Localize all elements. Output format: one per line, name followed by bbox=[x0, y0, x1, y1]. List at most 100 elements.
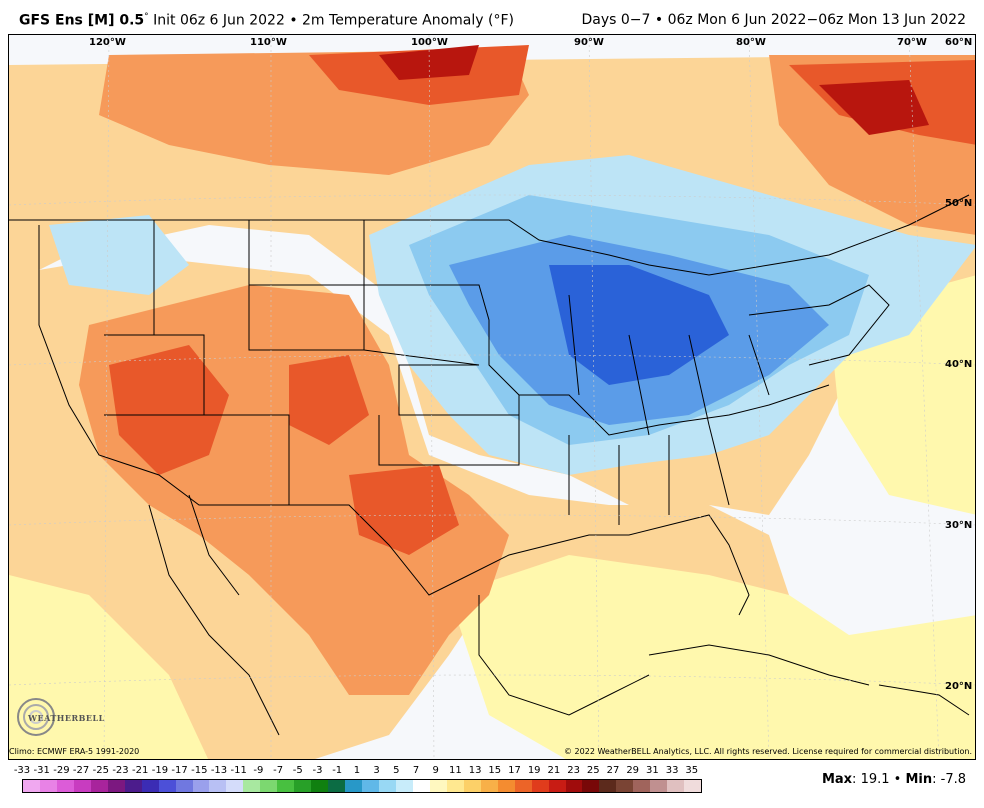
legend-label: 21 bbox=[547, 765, 561, 776]
model-name: GFS Ens [M] 0.5 bbox=[19, 12, 145, 29]
legend-swatch bbox=[684, 780, 702, 792]
legend-swatch bbox=[226, 780, 244, 792]
lon-label-110w: 110°W bbox=[250, 37, 287, 48]
legend-label: 35 bbox=[685, 765, 699, 776]
lat-label-30n: 30°N bbox=[945, 520, 973, 531]
legend-swatch bbox=[277, 780, 295, 792]
legend-label: -31 bbox=[33, 765, 50, 776]
max-value: 19.1 bbox=[860, 772, 890, 787]
legend-labels: -33 -31 -29 -27 -25 -23 -21 -19 -17 -15 -13 -11 -9 -7… bbox=[14, 765, 714, 777]
legend-label: 9 bbox=[432, 765, 439, 776]
legend-label: -9 bbox=[253, 765, 264, 776]
valid-period: Days 0−7 • 06z Mon 6 Jun 2022−06z Mon 13… bbox=[581, 12, 966, 28]
max-min-readout: Max: 19.1 • Min: -7.8 bbox=[821, 772, 966, 787]
legend-swatch bbox=[429, 780, 447, 792]
legend-swatch bbox=[192, 780, 210, 792]
warm-strong-quebec bbox=[819, 80, 929, 135]
max-label: Max bbox=[821, 772, 853, 787]
legend-label: -7 bbox=[273, 765, 284, 776]
legend-swatch bbox=[582, 780, 600, 792]
legend-swatch bbox=[124, 780, 142, 792]
legend-label: -33 bbox=[13, 765, 31, 776]
legend-swatch bbox=[565, 780, 583, 792]
logo-text: WEATHERBELL bbox=[28, 713, 105, 723]
lat-label-20n: 20°N bbox=[945, 681, 973, 692]
legend-swatch bbox=[175, 780, 193, 792]
legend-swatch bbox=[395, 780, 413, 792]
warm-strong-prairies bbox=[379, 45, 479, 80]
legend-swatch bbox=[23, 780, 40, 792]
legend-label: 7 bbox=[412, 765, 420, 776]
weatherbell-logo: WEATHERBELL bbox=[10, 695, 104, 739]
lon-label-90w: 90°W bbox=[574, 37, 604, 48]
legend-swatch bbox=[73, 780, 91, 792]
legend-label: -13 bbox=[210, 765, 228, 776]
legend-swatch bbox=[480, 780, 498, 792]
legend-colorbar bbox=[22, 779, 702, 793]
lon-label-80w: 80°W bbox=[736, 37, 766, 48]
legend-label: 19 bbox=[527, 765, 541, 776]
legend-label: -19 bbox=[151, 765, 169, 776]
legend-swatch bbox=[412, 780, 430, 792]
legend-swatch bbox=[633, 780, 651, 792]
legend-label: 27 bbox=[606, 765, 620, 776]
legend-swatch bbox=[362, 780, 380, 792]
legend-label: -25 bbox=[92, 765, 109, 776]
legend-swatch bbox=[141, 780, 159, 792]
legend-swatch bbox=[90, 780, 108, 792]
legend-swatch bbox=[107, 780, 125, 792]
lon-label-120w: 120°W bbox=[89, 37, 126, 48]
legend-swatch bbox=[379, 780, 396, 792]
legend-label: 15 bbox=[488, 765, 502, 776]
lon-label-70w: 70°W bbox=[897, 37, 927, 48]
legend-label: -29 bbox=[53, 765, 70, 776]
cool-strong-great-lakes bbox=[549, 265, 729, 385]
legend-swatch bbox=[446, 780, 464, 792]
min-value: -7.8 bbox=[940, 772, 966, 787]
legend-swatch bbox=[209, 780, 227, 792]
legend-swatch bbox=[616, 780, 634, 792]
legend-label: 23 bbox=[567, 765, 580, 776]
legend-label: -5 bbox=[292, 765, 303, 776]
legend-label: 1 bbox=[353, 765, 361, 776]
neutral-yellow-pacific bbox=[9, 575, 209, 759]
legend-label: -1 bbox=[332, 765, 343, 776]
legend-label: 33 bbox=[665, 765, 679, 776]
legend-swatch bbox=[650, 780, 668, 792]
legend-swatch bbox=[294, 780, 312, 792]
legend-label: 11 bbox=[449, 765, 462, 776]
lon-label-100w: 100°W bbox=[411, 37, 448, 48]
legend-label: 31 bbox=[646, 765, 659, 776]
legend-label: 29 bbox=[626, 765, 640, 776]
legend-label: 13 bbox=[468, 765, 482, 776]
lat-label-40n: 40°N bbox=[945, 359, 973, 370]
lat-label-60n: 60°N bbox=[945, 37, 973, 48]
legend-label: 25 bbox=[586, 765, 600, 776]
copyright-note: © 2022 WeatherBELL Analytics, LLC. All r… bbox=[564, 747, 972, 756]
init-text: Init 06z 6 Jun 2022 • 2m Temperature Ano… bbox=[153, 12, 514, 29]
model-title: GFS Ens [M] 0.5° Init 06z 6 Jun 2022 • 2… bbox=[19, 12, 514, 29]
legend-swatch bbox=[158, 780, 176, 792]
legend-label: -15 bbox=[191, 765, 208, 776]
legend-swatch bbox=[667, 780, 685, 792]
map-canvas bbox=[9, 35, 975, 759]
legend-label: 5 bbox=[393, 765, 400, 776]
legend-swatch bbox=[548, 780, 566, 792]
legend-swatch bbox=[243, 780, 261, 792]
legend-swatch bbox=[599, 780, 617, 792]
legend-label: -21 bbox=[132, 765, 149, 776]
climo-note: Climo: ECMWF ERA-5 1991-2020 bbox=[9, 747, 140, 756]
warm-nevada bbox=[109, 345, 229, 475]
legend-label: -11 bbox=[230, 765, 247, 776]
lat-label-50n: 50°N bbox=[945, 198, 973, 209]
legend-swatch bbox=[497, 780, 515, 792]
legend-label: -3 bbox=[312, 765, 323, 776]
legend-label: 17 bbox=[508, 765, 521, 776]
warm-colorado bbox=[289, 355, 369, 445]
anomaly-map: 120°W 110°W 100°W 90°W 80°W 70°W 60°N 50… bbox=[8, 34, 976, 760]
political-borders bbox=[9, 194, 970, 736]
legend-swatch bbox=[39, 780, 57, 792]
legend-swatch bbox=[463, 780, 481, 792]
legend-swatch bbox=[514, 780, 532, 792]
min-label: Min bbox=[905, 772, 933, 787]
